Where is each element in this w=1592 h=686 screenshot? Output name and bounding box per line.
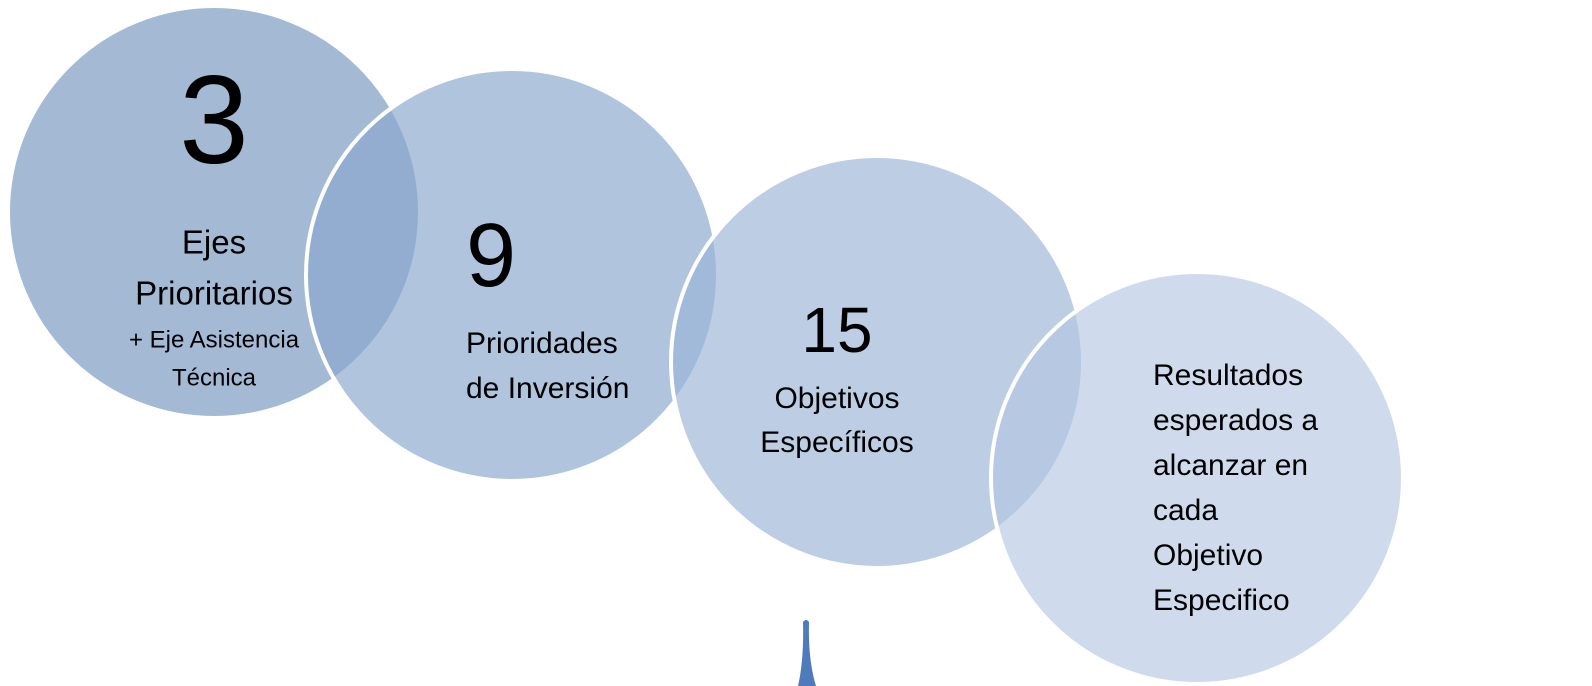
node-label: Prioridades: [466, 327, 618, 360]
node-label: esperados a: [1153, 404, 1318, 437]
node-number: 15: [801, 294, 872, 366]
node-label: Ejes: [182, 224, 246, 261]
node-note: Técnica: [172, 364, 257, 391]
node-label: Especifico: [1153, 584, 1290, 617]
arrow: [798, 620, 816, 686]
node-number: 3: [179, 51, 249, 190]
circle-4: [989, 270, 1405, 686]
node-number: 9: [466, 206, 516, 306]
node-label: Prioritarios: [135, 275, 293, 312]
node-label: de Inversión: [466, 372, 629, 405]
node-label: Resultados: [1153, 359, 1303, 392]
node-note: + Eje Asistencia: [129, 326, 300, 353]
node-label: Objetivos: [774, 382, 899, 415]
node-label: Específicos: [760, 426, 913, 459]
node-label: alcanzar en: [1153, 449, 1308, 482]
node-label: Objetivo: [1153, 539, 1263, 572]
node-label: cada: [1153, 494, 1218, 527]
circles: [6, 4, 1405, 686]
